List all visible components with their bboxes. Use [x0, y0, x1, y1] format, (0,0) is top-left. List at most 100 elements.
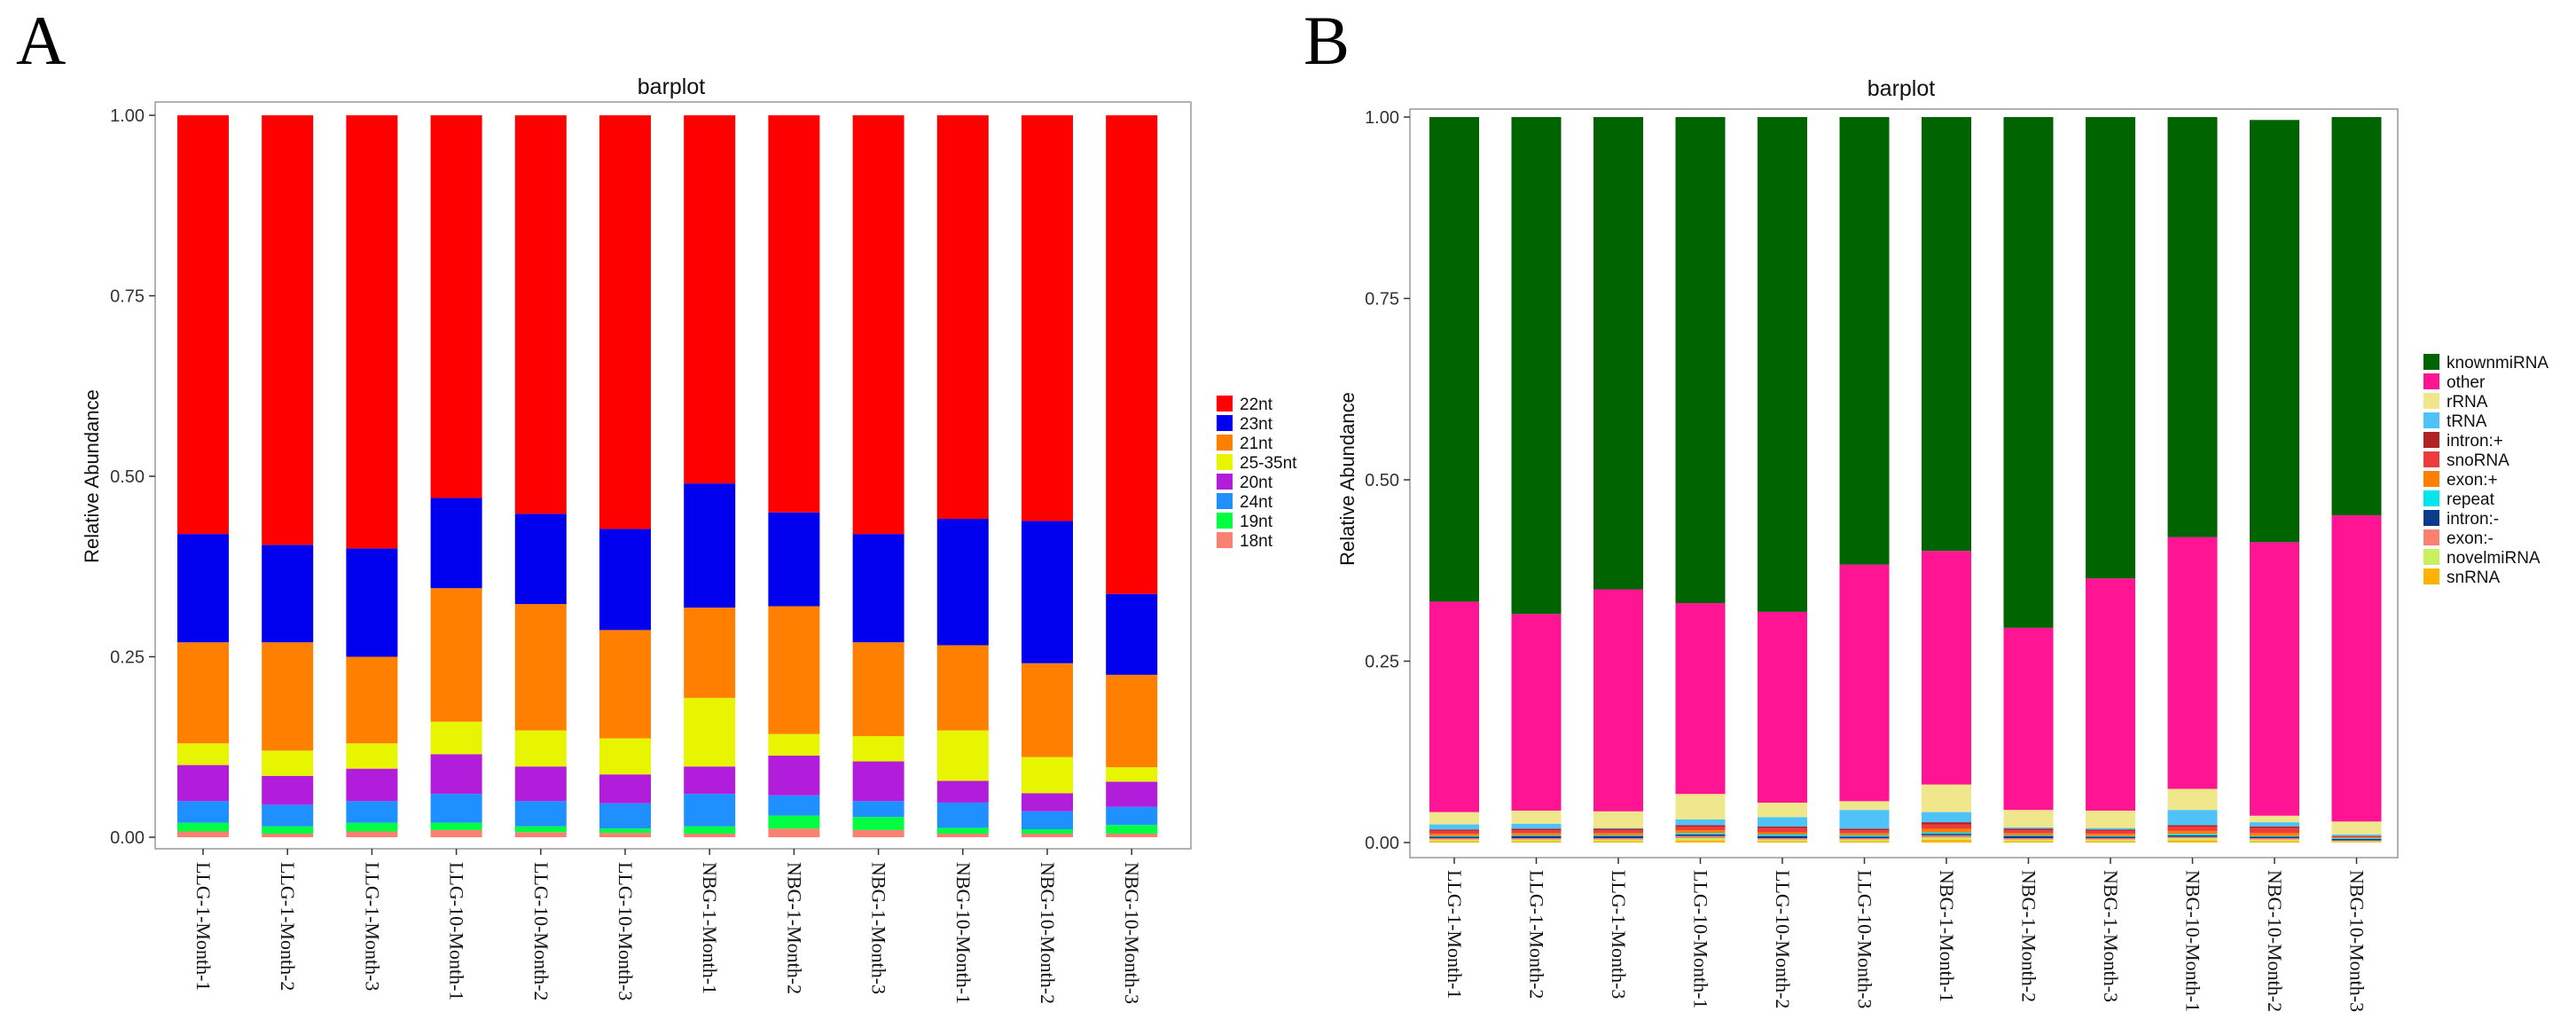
x-tick-label: LLG-10-Month-3	[615, 862, 637, 1000]
legend-label: 22nt	[1240, 396, 1273, 414]
bar-segment-20nt	[1106, 781, 1158, 807]
bar-segment-knownmirna	[2167, 117, 2218, 537]
y-axis-a: 0.00 0.25 0.50 0.75 1.00	[110, 106, 155, 848]
bar-segment-23nt	[852, 534, 904, 643]
bar-segment-novelmirna	[1511, 839, 1562, 842]
legend-label: 19nt	[1240, 513, 1273, 531]
bar-segment-18nt	[852, 829, 904, 837]
bar-segment-23nt	[514, 514, 567, 605]
bar-segment-22nt	[430, 115, 482, 498]
bar-segment-intron-	[1839, 828, 1890, 831]
legend-item: tRNA	[2423, 412, 2487, 431]
bar-segment-20nt	[1022, 793, 1073, 812]
bar-segment-repeat	[2086, 835, 2135, 837]
x-axis-b: LLG-1-Month-1 LLG-1-Month-2 LLG-1-Month-3 L…	[1444, 858, 2369, 1012]
bar-segment-21nt	[430, 588, 482, 722]
bar-segment-18nt	[1022, 833, 1073, 837]
x-tick-label: NBG-1-Month-3	[2100, 870, 2122, 1002]
bar-segment-rrna	[1429, 812, 1479, 825]
bar-segment-22nt	[514, 115, 567, 514]
bar-segment-trna	[2167, 810, 2218, 826]
bar-segment-21nt	[346, 656, 398, 744]
bar-segment-snorna	[1675, 827, 1726, 831]
bar-segment-knownmirna	[1758, 117, 1807, 612]
bar-segment-novelmirna	[2250, 839, 2299, 842]
legend-item: 23nt	[1217, 415, 1273, 434]
bar-segment-snrna	[2250, 841, 2299, 843]
bar-segment-24nt	[346, 801, 398, 823]
bar-segment-snorna	[1593, 830, 1643, 834]
bar-segment-snrna	[2331, 842, 2382, 843]
bar-segment-18nt	[514, 832, 567, 837]
legend-item: repeat	[2423, 490, 2495, 509]
bar-segment-knownmirna	[2086, 117, 2135, 579]
bar-segment-exon-	[1511, 833, 1562, 835]
bar-segment-intron-	[1511, 828, 1562, 831]
bar-segment-knownmirna	[2331, 117, 2382, 516]
bar-segment-exon-	[1429, 838, 1479, 840]
x-tick-label: NBG-1-Month-1	[699, 862, 721, 994]
legend-label: other	[2447, 373, 2486, 392]
x-tick-label: LLG-1-Month-3	[1608, 870, 1630, 999]
bar-segment-exon-	[1839, 833, 1890, 835]
bar-segment-trna	[1675, 819, 1726, 826]
legend-item: intron:-	[2423, 510, 2499, 529]
bar-segment-25-35nt	[852, 736, 904, 762]
bar-segment-23nt	[430, 498, 482, 589]
bar-segment-20nt	[430, 754, 482, 795]
bar-segment-novelmirna	[2086, 839, 2135, 842]
x-tick-label: NBG-1-Month-2	[783, 862, 805, 994]
bar-segment-exon-	[1429, 834, 1479, 836]
bar-segment-22nt	[936, 115, 989, 520]
legend-label: exon:+	[2447, 471, 2498, 490]
bar-segment-19nt	[599, 828, 651, 834]
y-tick-label: 0.25	[110, 648, 145, 668]
bar-segment-knownmirna	[2250, 120, 2299, 543]
legend-item: 21nt	[1217, 435, 1273, 453]
legend-swatch	[1217, 435, 1233, 451]
bar-segment-21nt	[599, 630, 651, 739]
bar-segment-intron-	[2331, 835, 2382, 837]
bar-segment-24nt	[684, 794, 736, 827]
legend-swatch	[2423, 549, 2439, 565]
bar-segment-21nt	[684, 608, 736, 698]
bar-segment-rrna	[2331, 821, 2382, 835]
bar-segment-19nt	[1022, 829, 1073, 834]
bar-segment-intron-	[1429, 836, 1479, 839]
bar-segment-23nt	[936, 519, 989, 646]
x-tick-label: NBG-10-Month-3	[1121, 862, 1143, 1004]
bar-segment-19nt	[768, 815, 820, 829]
bar-segment-knownmirna	[1511, 117, 1562, 615]
bar-segment-novelmirna	[1593, 839, 1643, 842]
bar-segment-exon-	[1839, 838, 1890, 840]
bar-segment-19nt	[177, 822, 229, 832]
bar-segment-intron-	[2331, 838, 2382, 841]
legend-label: novelmiRNA	[2447, 549, 2541, 568]
bar-segment-novelmirna	[1839, 839, 1890, 842]
bar-segment-snrna	[1922, 839, 1971, 843]
x-tick-label: NBG-10-Month-1	[952, 862, 975, 1004]
bar-segment-snrna	[2003, 841, 2054, 843]
bar-segment-knownmirna	[1593, 117, 1643, 590]
legend-swatch	[2423, 393, 2439, 409]
bar-segment-19nt	[852, 817, 904, 830]
legend-item: exon:-	[2423, 529, 2494, 548]
bar-segment-exon-	[2003, 838, 2054, 840]
bar-segment-exon-	[2086, 834, 2135, 836]
legend-swatch	[2423, 373, 2439, 389]
bar-segment-other	[2331, 515, 2382, 822]
bar-segment-intron-	[1593, 835, 1643, 839]
bar-segment-snorna	[2250, 827, 2299, 834]
bar-segment-24nt	[1106, 806, 1158, 826]
bar-segment-knownmirna	[1429, 117, 1479, 602]
bar-segment-25-35nt	[430, 721, 482, 755]
bar-segment-snrna	[1593, 841, 1643, 843]
bar-segment-rrna	[2003, 810, 2054, 827]
bar-segment-21nt	[852, 642, 904, 737]
bar-segment-repeat	[1675, 833, 1726, 835]
bar-segment-trna	[1839, 810, 1890, 829]
legend-swatch	[1217, 513, 1233, 529]
bar-segment-snrna	[2167, 840, 2218, 843]
bar-segment-exon-	[1675, 835, 1726, 839]
bar-segment-repeat	[1758, 835, 1807, 836]
